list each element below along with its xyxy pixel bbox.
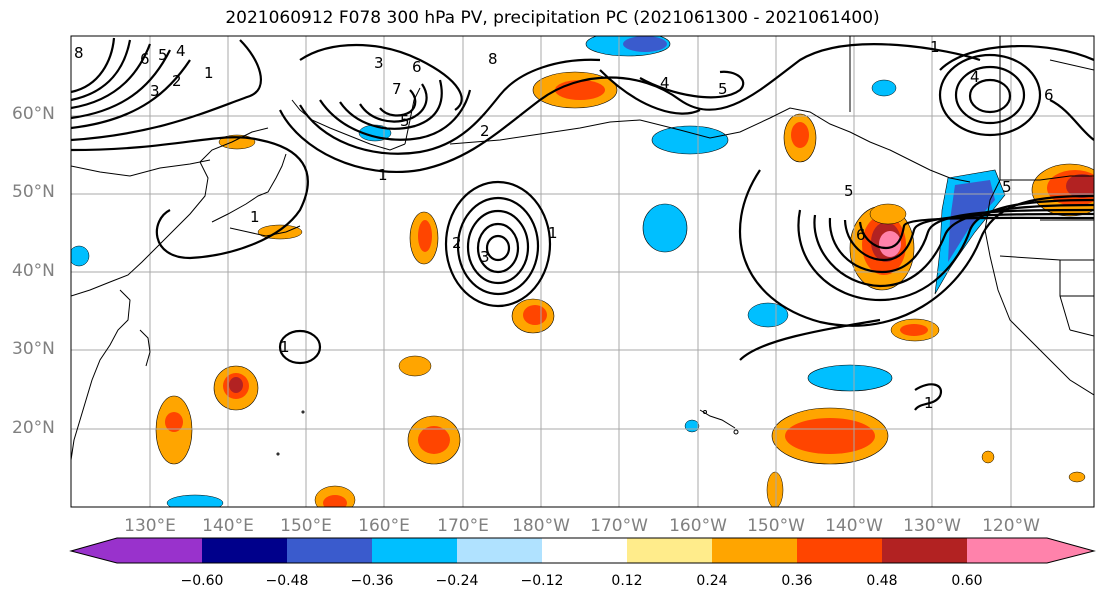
colorbar-segment (457, 538, 542, 563)
contour-label: 2 (480, 122, 490, 140)
contour-label: 1 (250, 208, 260, 226)
contour-label: 5 (158, 46, 168, 64)
contour-label: 1 (204, 64, 214, 82)
colorbar-segment (712, 538, 797, 563)
colorbar-outline (69, 537, 1096, 564)
contour-label: 4 (660, 74, 670, 92)
lat-label: 30°N (12, 339, 55, 359)
contour-label: 5 (718, 80, 728, 98)
colorbar-extend-high (1047, 538, 1094, 563)
map-frame (70, 35, 1095, 508)
contour-label: 3 (150, 82, 160, 100)
colorbar-tick-label: −0.36 (350, 573, 394, 589)
contour-label: 4 (970, 68, 980, 86)
contour-label: 2 (452, 234, 462, 252)
colorbar-segment (287, 538, 372, 563)
lat-label: 40°N (12, 261, 55, 281)
lon-label: 150°E (280, 516, 332, 536)
contour-label: 8 (74, 44, 84, 62)
lon-label: 180°W (512, 516, 570, 536)
colorbar-tick-label: −0.24 (435, 573, 479, 589)
lat-label: 60°N (12, 104, 55, 124)
lon-label: 150°W (747, 516, 805, 536)
contour-label: 1 (280, 338, 290, 356)
colorbar (69, 537, 1096, 564)
colorbar-segment (117, 538, 202, 563)
contour-label: 5 (400, 112, 410, 130)
map-title: 2021060912 F078 300 hPa PV, precipitatio… (225, 8, 880, 28)
lon-label: 170°E (437, 516, 489, 536)
colorbar-tick-label: 0.36 (781, 573, 813, 589)
lon-label: 170°W (590, 516, 648, 536)
contour-label: 3 (480, 248, 490, 266)
contour-label: 7 (392, 80, 402, 98)
contour-label: 3 (374, 54, 384, 72)
lon-label: 140°W (825, 516, 883, 536)
contour-label: 1 (378, 166, 388, 184)
lon-label: 160°W (669, 516, 727, 536)
colorbar-segment (372, 538, 457, 563)
pv-contours (71, 37, 1094, 411)
lon-label: 120°W (982, 516, 1040, 536)
colorbar-tick-label: −0.12 (520, 573, 564, 589)
colorbar-tick-label: 0.12 (611, 573, 643, 589)
contour-label: 1 (924, 394, 934, 412)
contour-label: 1 (548, 224, 558, 242)
colorbar-tick-label: −0.48 (265, 573, 309, 589)
colorbar-segment (627, 538, 712, 563)
lon-label: 140°E (202, 516, 254, 536)
contour-label: 2 (172, 72, 182, 90)
lat-label: 20°N (12, 418, 55, 438)
contour-label: 8 (488, 50, 498, 68)
colorbar-segment (542, 538, 627, 563)
colorbar-extend-low (71, 538, 117, 563)
colorbar-tick-label: 0.48 (866, 573, 898, 589)
colorbar-segment (882, 538, 967, 563)
lon-label: 160°E (358, 516, 410, 536)
colorbar-segment (797, 538, 882, 563)
lon-label: 130°E (124, 516, 176, 536)
contour-label: 6 (1044, 86, 1054, 104)
colorbar-tick-label: −0.60 (180, 573, 224, 589)
coastlines (71, 36, 1094, 461)
lat-label: 50°N (12, 182, 55, 202)
lon-label: 130°W (903, 516, 961, 536)
colorbar-tick-label: 0.24 (696, 573, 728, 589)
colorbar-tick-label: 0.60 (951, 573, 983, 589)
contour-label: 1 (930, 38, 940, 56)
contour-label: 4 (176, 42, 186, 60)
contour-labels: 8 6 5 4 3 2 1 3 7 6 5 2 1 8 4 5 1 2 3 1 … (74, 38, 1054, 412)
colorbar-segment (202, 538, 287, 563)
contour-label: 6 (412, 58, 422, 76)
contour-label: 6 (140, 50, 150, 68)
contour-label: 6 (856, 226, 866, 244)
contour-label: 5 (1002, 178, 1012, 196)
contour-label: 5 (844, 182, 854, 200)
colorbar-segment (967, 538, 1047, 563)
